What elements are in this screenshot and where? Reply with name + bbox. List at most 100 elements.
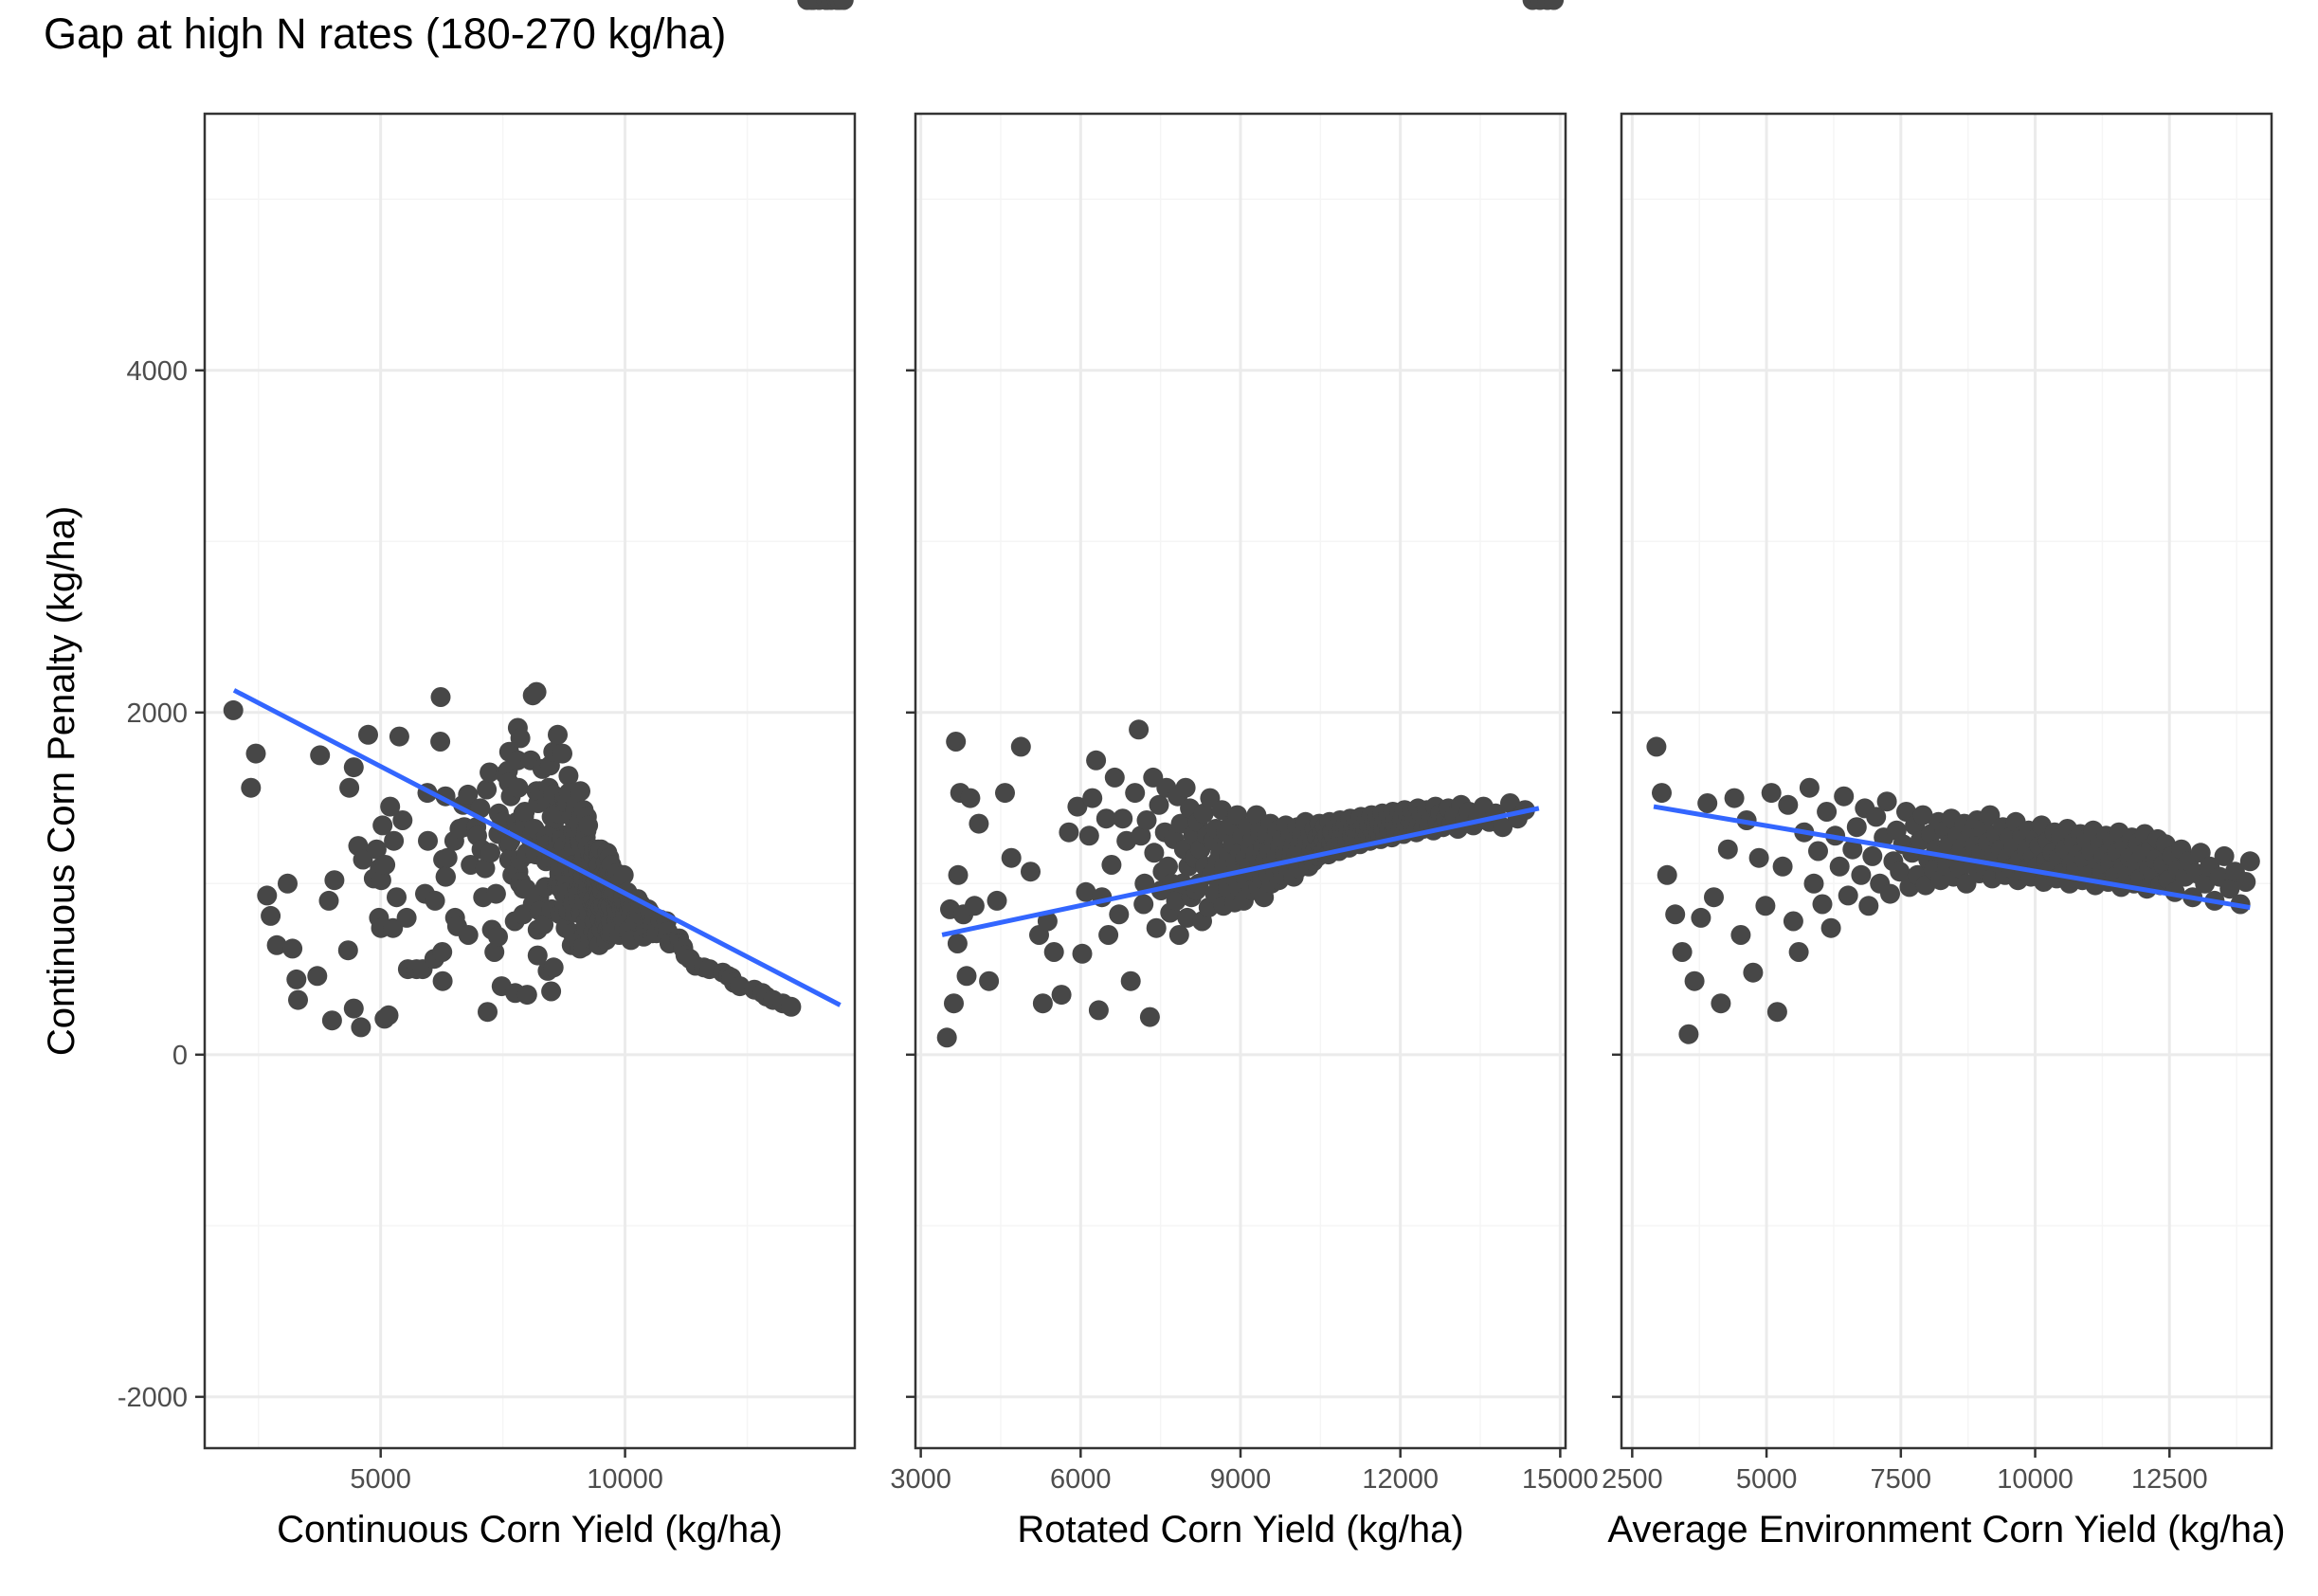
data-point xyxy=(343,757,364,778)
data-point xyxy=(358,724,378,745)
data-point xyxy=(432,942,453,962)
data-point xyxy=(987,890,1007,911)
data-point xyxy=(310,745,331,766)
data-point xyxy=(541,981,562,1002)
data-point xyxy=(1493,817,1513,838)
data-point xyxy=(378,1005,399,1025)
y-tick-label: 4000 xyxy=(126,356,188,387)
data-point xyxy=(936,1027,957,1048)
data-point xyxy=(389,726,409,747)
data-point xyxy=(261,905,281,926)
data-point xyxy=(245,743,266,764)
x-tick-label: 6000 xyxy=(1050,1464,1112,1495)
trend-line xyxy=(1653,804,2251,911)
data-point xyxy=(1652,783,1672,804)
data-point xyxy=(485,883,506,904)
data-point xyxy=(436,866,456,887)
data-point xyxy=(1717,839,1738,860)
data-point xyxy=(1890,861,1911,882)
data-point xyxy=(2236,872,2256,892)
data-point xyxy=(948,864,969,885)
data-point xyxy=(384,830,405,851)
data-point xyxy=(2239,851,2260,872)
data-point xyxy=(1082,788,1103,808)
data-point xyxy=(475,858,496,879)
data-point xyxy=(1862,845,1883,866)
data-point xyxy=(1866,807,1887,827)
data-point xyxy=(1755,896,1776,916)
data-point xyxy=(1101,855,1122,875)
data-point xyxy=(1724,788,1745,808)
x-tick-label: 2500 xyxy=(1602,1464,1663,1495)
data-point xyxy=(484,942,505,962)
data-point xyxy=(1684,970,1705,991)
data-point xyxy=(1778,794,1799,815)
x-tick-label: 5000 xyxy=(1736,1464,1798,1495)
data-point xyxy=(1842,839,1863,860)
data-point xyxy=(372,815,393,836)
data-point xyxy=(1120,970,1141,991)
panel-background xyxy=(205,114,855,1448)
data-point xyxy=(458,784,479,805)
data-point xyxy=(1001,847,1022,868)
data-point xyxy=(1697,793,1718,813)
x-tick-label: 10000 xyxy=(587,1464,663,1495)
data-point xyxy=(1076,881,1096,902)
data-point xyxy=(1829,856,1850,877)
data-point xyxy=(430,687,451,707)
data-point xyxy=(1211,800,1232,821)
data-point xyxy=(223,699,244,720)
x-axis-title: Rotated Corn Yield (kg/ha) xyxy=(1017,1509,1463,1551)
y-tick-label: 2000 xyxy=(126,698,188,729)
data-point xyxy=(1691,907,1711,928)
data-point xyxy=(1133,894,1154,915)
data-point xyxy=(366,839,387,860)
data-point xyxy=(1175,777,1196,798)
data-point xyxy=(833,0,854,10)
data-point xyxy=(1743,962,1764,983)
data-point xyxy=(1812,894,1833,915)
data-point xyxy=(1772,856,1793,877)
data-point xyxy=(241,777,262,798)
data-point xyxy=(1086,750,1107,771)
panel-border xyxy=(203,112,857,1450)
data-point xyxy=(1096,808,1116,829)
data-point xyxy=(437,847,458,868)
data-point xyxy=(430,732,451,752)
data-point xyxy=(1144,843,1165,863)
data-point xyxy=(351,1017,371,1038)
data-point xyxy=(2219,879,2240,899)
data-point xyxy=(1838,885,1858,906)
data-point xyxy=(1125,783,1146,804)
y-axis-title: Continuous Corn Penalty (kg/ha) xyxy=(41,506,82,1056)
data-point xyxy=(478,1002,498,1023)
data-point xyxy=(510,728,531,749)
data-point xyxy=(380,796,401,817)
data-point xyxy=(1500,793,1520,813)
data-point xyxy=(1730,925,1751,945)
data-point xyxy=(477,779,498,800)
data-point xyxy=(324,870,345,891)
data-point xyxy=(956,966,977,987)
data-point xyxy=(1043,942,1064,962)
panel-background xyxy=(1621,114,2272,1448)
data-point xyxy=(1168,925,1189,945)
x-tick-label: 3000 xyxy=(890,1464,951,1495)
data-point xyxy=(343,998,364,1019)
data-point xyxy=(1149,794,1169,815)
data-point xyxy=(383,917,404,938)
data-point xyxy=(964,896,985,916)
data-point xyxy=(578,815,599,836)
data-point xyxy=(1037,911,1058,932)
panel-1: 5000 10000 -2000 0 2000 4000 Continuous Corn Y… xyxy=(118,0,857,1551)
data-point xyxy=(1980,805,2001,825)
panel-border xyxy=(1620,112,2273,1450)
data-point xyxy=(947,934,968,953)
data-point xyxy=(318,890,339,911)
data-point xyxy=(1783,911,1803,932)
chart-title: Gap at high N rates (180-270 kg/ha) xyxy=(44,9,727,58)
data-point xyxy=(371,870,391,891)
data-point xyxy=(278,873,298,894)
data-point xyxy=(1104,767,1125,788)
data-point xyxy=(534,915,554,935)
